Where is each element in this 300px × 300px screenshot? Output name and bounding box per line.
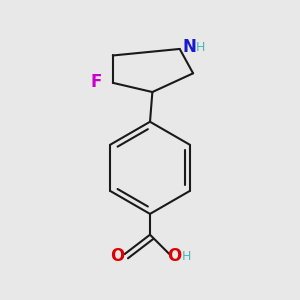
Text: O: O <box>167 248 182 266</box>
Text: N: N <box>182 38 196 56</box>
Text: F: F <box>91 73 102 91</box>
Text: H: H <box>182 250 191 263</box>
Text: H: H <box>196 41 205 54</box>
Text: O: O <box>110 248 124 266</box>
